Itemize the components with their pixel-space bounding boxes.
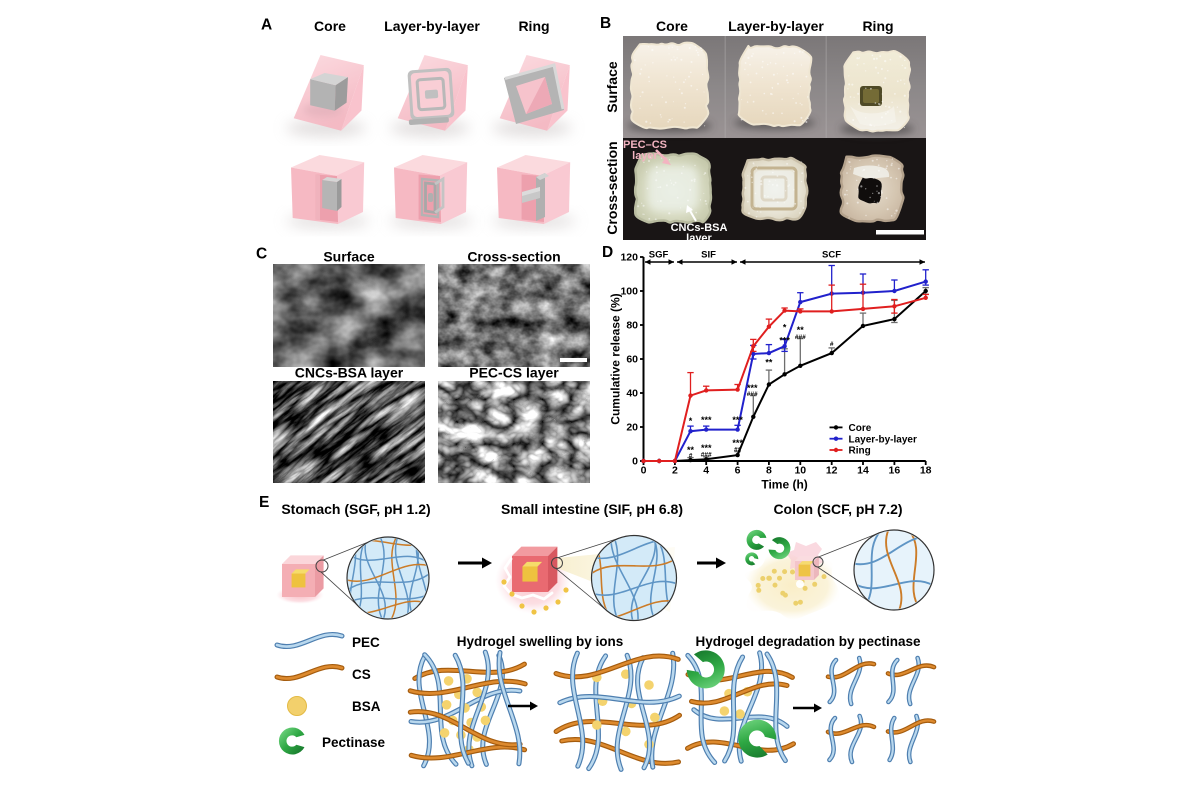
svg-text:###: ###: [747, 391, 758, 398]
svg-text:6: 6: [735, 465, 741, 477]
svg-text:Time (h): Time (h): [761, 478, 807, 492]
svg-text:***: ***: [732, 438, 743, 448]
svg-text:40: 40: [626, 388, 638, 400]
svg-text:##: ##: [734, 447, 742, 454]
svg-text:8: 8: [766, 465, 772, 477]
svg-text:SIF: SIF: [701, 250, 716, 261]
svg-text:Layer-by-layer: Layer-by-layer: [728, 18, 824, 34]
svg-text:0: 0: [641, 465, 647, 477]
svg-text:***: ***: [747, 383, 758, 393]
svg-text:0: 0: [632, 456, 638, 468]
svg-text:***: ***: [732, 415, 743, 425]
svg-text:A: A: [261, 17, 272, 34]
svg-text:**: **: [687, 445, 695, 455]
svg-text:80: 80: [626, 320, 638, 332]
svg-text:***: ***: [701, 415, 712, 425]
svg-text:*: *: [689, 416, 693, 426]
svg-text:PEC–CS: PEC–CS: [623, 139, 667, 151]
svg-text:16: 16: [889, 465, 901, 477]
svg-text:Hydrogel degradation by pectin: Hydrogel degradation by pectinase: [695, 634, 921, 649]
svg-text:**: **: [765, 357, 773, 367]
svg-text:SCF: SCF: [822, 250, 841, 261]
svg-text:Core: Core: [849, 423, 872, 434]
svg-text:Layer-by-layer: Layer-by-layer: [384, 18, 480, 34]
svg-text:BSA: BSA: [352, 699, 381, 714]
svg-text:PEC: PEC: [352, 635, 380, 650]
svg-text:Cross-section: Cross-section: [604, 141, 620, 234]
svg-text:4: 4: [703, 465, 709, 477]
svg-text:#: #: [689, 453, 693, 460]
svg-text:layer: layer: [686, 233, 712, 245]
svg-text:CNCs-BSA layer: CNCs-BSA layer: [295, 365, 404, 381]
svg-text:100: 100: [620, 286, 638, 298]
svg-text:CNCs-BSA: CNCs-BSA: [671, 222, 728, 234]
svg-text:**: **: [797, 325, 805, 335]
svg-text:C: C: [256, 246, 267, 263]
svg-text:*: *: [783, 323, 787, 333]
svg-text:Ring: Ring: [862, 18, 893, 34]
svg-text:60: 60: [626, 354, 638, 366]
svg-text:SGF: SGF: [649, 250, 669, 261]
svg-text:14: 14: [857, 465, 869, 477]
svg-text:Colon (SCF, pH 7.2): Colon (SCF, pH 7.2): [773, 501, 902, 517]
svg-text:Pectinase: Pectinase: [322, 735, 386, 750]
svg-text:120: 120: [620, 252, 638, 264]
svg-text:Stomach (SGF, pH 1.2): Stomach (SGF, pH 1.2): [281, 501, 430, 517]
svg-text:###: ###: [701, 451, 712, 458]
svg-text:20: 20: [626, 422, 638, 434]
svg-text:B: B: [600, 15, 611, 32]
svg-text:Surface: Surface: [604, 61, 620, 113]
svg-text:***: ***: [779, 336, 790, 346]
svg-text:D: D: [602, 244, 613, 261]
svg-text:Cumulative release (%): Cumulative release (%): [609, 293, 623, 424]
svg-text:Surface: Surface: [323, 249, 375, 265]
svg-text:E: E: [259, 494, 269, 511]
svg-text:Core: Core: [314, 18, 346, 34]
svg-text:###: ###: [795, 334, 806, 341]
svg-text:Small intestine (SIF, pH 6.8): Small intestine (SIF, pH 6.8): [501, 501, 683, 517]
svg-text:Ring: Ring: [849, 446, 871, 457]
svg-text:10: 10: [794, 465, 806, 477]
svg-text:layer: layer: [632, 150, 658, 162]
svg-text:#: #: [830, 341, 834, 348]
svg-text:Layer-by-layer: Layer-by-layer: [849, 434, 917, 445]
svg-text:Hydrogel swelling by ions: Hydrogel swelling by ions: [457, 634, 624, 649]
svg-text:Ring: Ring: [518, 18, 549, 34]
svg-text:***: ***: [701, 443, 712, 453]
svg-text:18: 18: [920, 465, 932, 477]
svg-text:12: 12: [826, 465, 838, 477]
svg-text:2: 2: [672, 465, 678, 477]
svg-text:Cross-section: Cross-section: [467, 249, 560, 265]
svg-text:CS: CS: [352, 667, 371, 682]
svg-text:PEC-CS layer: PEC-CS layer: [469, 365, 559, 381]
svg-text:Core: Core: [656, 18, 688, 34]
